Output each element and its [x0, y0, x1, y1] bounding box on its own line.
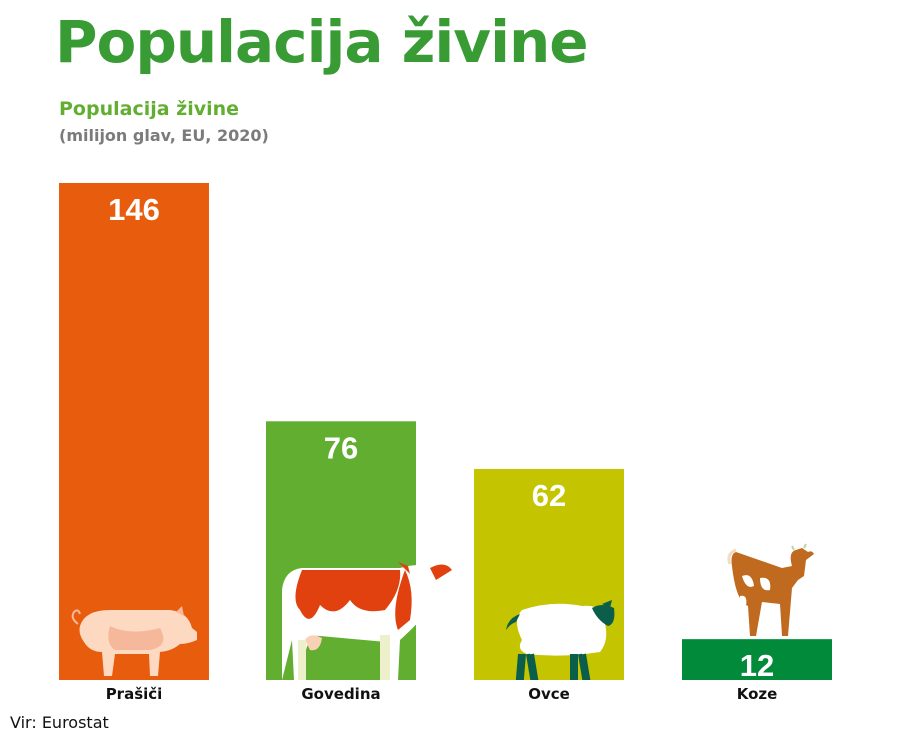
chart-subtitle: (milijon glav, EU, 2020)	[59, 126, 269, 145]
chart-title: Populacija živine	[59, 98, 240, 120]
category-label: Koze	[737, 685, 778, 703]
value-label: 62	[532, 478, 566, 513]
goat-icon	[727, 543, 814, 636]
cow-icon	[282, 562, 452, 680]
source-note: Vir: Eurostat	[10, 713, 109, 732]
category-label: Ovce	[528, 685, 570, 703]
bar-koze	[682, 639, 832, 680]
bar-prašiči	[59, 183, 209, 680]
sheep-icon	[506, 600, 615, 680]
value-label: 76	[324, 430, 358, 465]
category-label: Govedina	[301, 685, 380, 703]
category-label: Prašiči	[106, 685, 163, 703]
value-label: 12	[740, 648, 774, 683]
pig-icon	[71, 606, 197, 676]
page-title: Populacija živine	[55, 8, 589, 76]
value-label: 146	[108, 192, 160, 227]
